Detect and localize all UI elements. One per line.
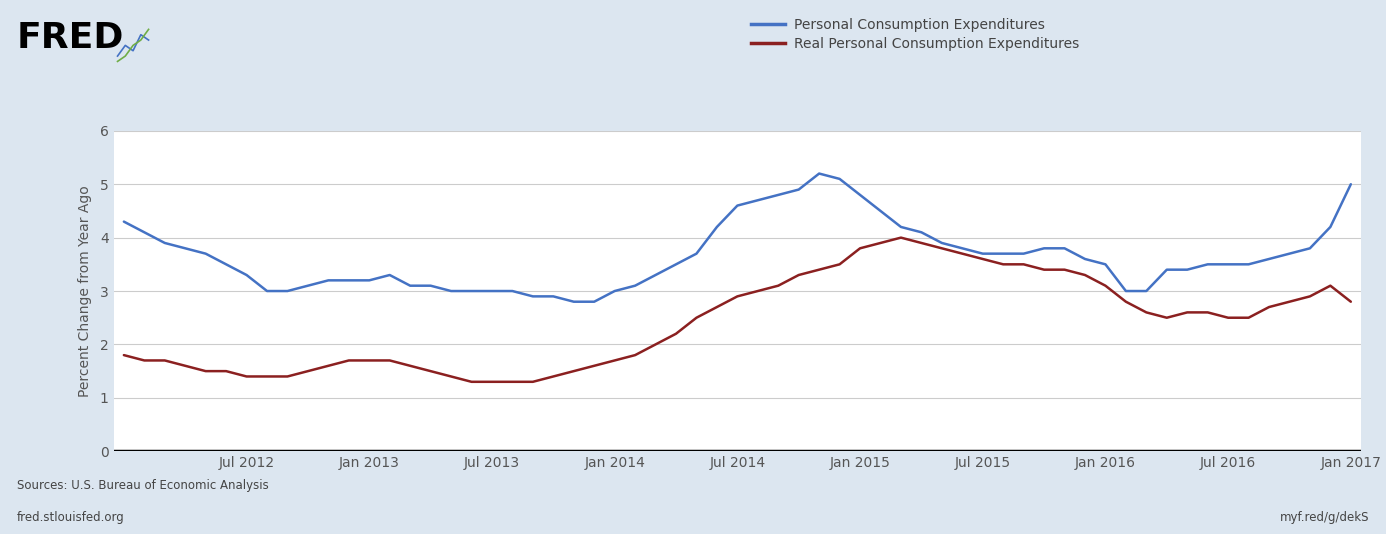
Text: fred.stlouisfed.org: fred.stlouisfed.org <box>17 511 125 524</box>
Y-axis label: Percent Change from Year Ago: Percent Change from Year Ago <box>78 185 91 397</box>
Text: Sources: U.S. Bureau of Economic Analysis: Sources: U.S. Bureau of Economic Analysi… <box>17 478 269 492</box>
Legend: Personal Consumption Expenditures, Real Personal Consumption Expenditures: Personal Consumption Expenditures, Real … <box>751 18 1078 51</box>
Text: FRED: FRED <box>17 21 123 56</box>
Text: myf.red/g/dekS: myf.red/g/dekS <box>1279 511 1369 524</box>
